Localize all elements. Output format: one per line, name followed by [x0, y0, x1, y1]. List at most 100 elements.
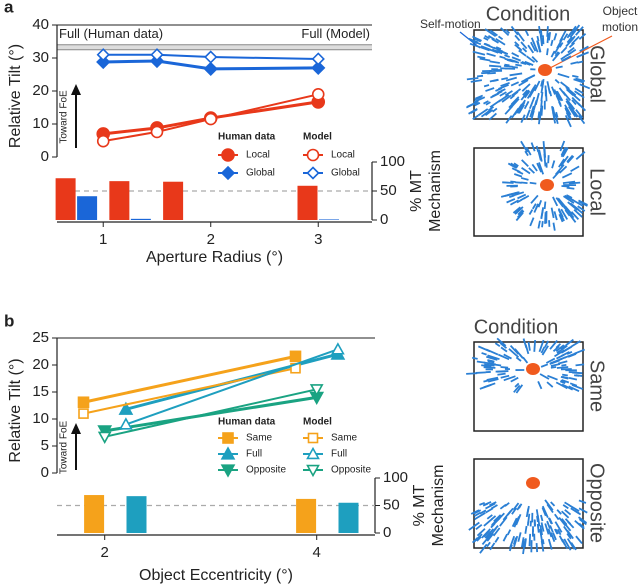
- bar: [338, 502, 359, 533]
- flow-arrow: [514, 34, 521, 42]
- flow-arrow: [537, 220, 541, 229]
- flow-arrow: [578, 522, 585, 529]
- flow-arrow: [561, 510, 570, 519]
- flow-arrow: [577, 205, 586, 212]
- flow-arrow: [484, 28, 497, 37]
- flow-arrow: [540, 80, 544, 87]
- flow-arrow: [502, 533, 508, 542]
- flow-arrow: [572, 371, 583, 375]
- flow-arrow: [554, 113, 559, 124]
- flow-arrow: [471, 356, 478, 360]
- legend-group-title: Human data: [218, 417, 276, 428]
- flow-arrow: [477, 74, 484, 78]
- flow-arrow: [487, 72, 496, 75]
- flow-arrow: [522, 356, 529, 364]
- flow-arrow: [479, 57, 491, 62]
- annotation: Toward FoE: [59, 420, 70, 474]
- flow-arrow: [483, 42, 495, 50]
- flow-arrow: [511, 56, 521, 62]
- flow-arrow: [571, 27, 577, 34]
- flow-arrow: [515, 63, 522, 67]
- flow-arrow: [560, 379, 566, 384]
- flow-arrow: [547, 374, 558, 381]
- flow-arrow: [555, 111, 559, 118]
- flow-arrow: [539, 33, 543, 47]
- flow-arrow: [571, 384, 584, 390]
- flow-arrow: [550, 50, 556, 58]
- flow-arrow: [537, 111, 541, 119]
- flow-arrow: [472, 114, 479, 120]
- flow-arrow: [543, 201, 547, 210]
- flow-arrow: [486, 514, 493, 520]
- flow-arrow: [483, 84, 490, 88]
- flow-arrow: [565, 524, 572, 532]
- flow-arrow: [484, 528, 495, 539]
- flow-arrow: [525, 146, 532, 156]
- flow-arrow: [504, 63, 510, 67]
- panel-label: b: [4, 311, 14, 330]
- flow-arrow: [489, 64, 502, 68]
- flow-arrow: [500, 374, 510, 379]
- flow-arrow: [483, 501, 492, 506]
- legend-label: Full: [331, 449, 347, 460]
- data-point: [311, 88, 325, 101]
- flow-arrow: [477, 345, 491, 353]
- flow-arrow: [489, 542, 496, 551]
- flow-arrow: [520, 537, 525, 548]
- flow-arrow: [509, 72, 523, 77]
- y-tick-label: 30: [32, 49, 49, 66]
- object-blob: [526, 363, 540, 375]
- flow-arrow: [546, 503, 554, 514]
- x-tick-label: 2: [101, 544, 109, 561]
- flow-arrow: [475, 94, 484, 100]
- flow-arrow: [520, 89, 530, 101]
- flow-arrow: [560, 53, 569, 61]
- flow-arrow: [490, 504, 498, 510]
- flow-arrow: [486, 541, 491, 548]
- flow-arrow: [561, 383, 574, 391]
- flow-arrow: [570, 340, 581, 348]
- flow-arrow: [566, 194, 573, 199]
- flow-arrow: [533, 339, 537, 352]
- data-point: [311, 52, 325, 66]
- flow-arrow: [574, 87, 584, 95]
- flow-arrow: [495, 38, 506, 46]
- flow-arrow: [568, 181, 581, 185]
- flow-arrow: [526, 55, 536, 63]
- flow-arrow: [471, 40, 478, 44]
- flow-arrow: [513, 173, 523, 178]
- flow-arrow: [507, 191, 519, 196]
- flow-arrow: [578, 507, 588, 514]
- legend-marker: [220, 446, 236, 460]
- flow-arrow: [531, 109, 535, 116]
- flow-arrow: [568, 42, 576, 49]
- flow-arrow: [466, 77, 479, 81]
- flow-arrow: [503, 353, 512, 360]
- bar: [126, 496, 147, 533]
- y2-axis-label: Mechanism: [427, 150, 444, 232]
- flow-arrow: [513, 384, 521, 393]
- flow-arrow: [547, 538, 553, 550]
- y2-axis-label: % MT: [411, 484, 428, 526]
- flow-arrow: [521, 181, 528, 185]
- annotation-arrowhead: [71, 423, 81, 434]
- flow-arrow: [539, 528, 543, 542]
- bar: [296, 498, 317, 533]
- flow-arrow: [487, 378, 499, 383]
- flow-arrow: [566, 186, 575, 190]
- flow-arrow: [558, 213, 564, 223]
- flow-arrow: [555, 197, 564, 208]
- flow-arrow: [555, 381, 568, 390]
- flow-arrow: [513, 162, 519, 167]
- flow-arrow: [556, 354, 565, 360]
- flow-arrow: [514, 206, 524, 215]
- y2-axis-label: Mechanism: [430, 465, 447, 547]
- data-point: [311, 60, 326, 76]
- flow-arrow: [540, 100, 543, 108]
- flow-arrow: [538, 26, 541, 34]
- flow-arrow: [564, 108, 573, 121]
- flow-arrow: [550, 39, 554, 47]
- flow-arrow: [528, 167, 535, 174]
- flow-arrow: [497, 512, 505, 521]
- legend-marker: [306, 166, 320, 180]
